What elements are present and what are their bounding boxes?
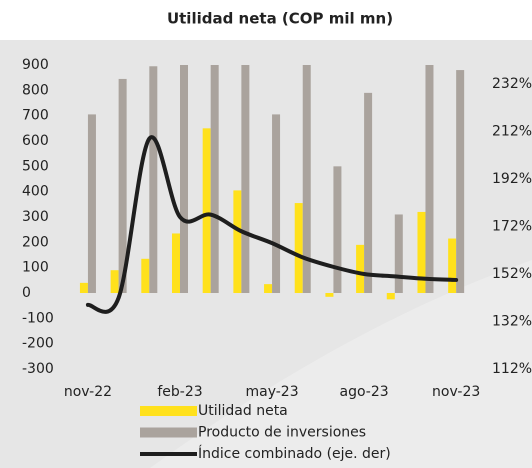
y-tick-label: 700 (22, 108, 49, 124)
bar (118, 78, 127, 293)
chart-title: Utilidad neta (COP mil mn) (167, 10, 393, 28)
y2-tick-label: 172% (492, 219, 532, 235)
bar (448, 238, 457, 293)
y-tick-label: 0 (22, 285, 31, 301)
y-tick-label: 500 (22, 158, 49, 174)
y2-tick-label: 212% (492, 124, 532, 140)
bar (87, 114, 96, 294)
bar (425, 65, 434, 293)
y2-tick-label: 152% (492, 266, 532, 282)
bar (141, 258, 150, 293)
bar (179, 65, 188, 293)
y-tick-label: 300 (22, 209, 49, 225)
bar (149, 66, 158, 294)
bar (79, 282, 88, 293)
bar (294, 203, 303, 293)
legend-label: Producto de inversiones (198, 425, 366, 441)
legend-label: Índice combinado (eje. der) (198, 445, 391, 462)
x-tick-label: feb-23 (157, 384, 202, 400)
y-tick-label: -300 (22, 361, 54, 377)
x-tick-label: ago-23 (340, 384, 389, 400)
y2-tick-label: 192% (492, 171, 532, 187)
bar (264, 284, 273, 293)
legend-swatch (140, 406, 197, 416)
bar (333, 166, 342, 293)
y-tick-label: -200 (22, 336, 54, 352)
legend-label: Utilidad neta (198, 403, 288, 419)
y2-tick-label: 132% (492, 314, 532, 330)
bar (110, 270, 119, 293)
x-tick-label: nov-23 (432, 384, 480, 400)
title-band (0, 0, 532, 40)
bar (272, 114, 281, 294)
bar (233, 190, 242, 293)
bar (394, 214, 403, 293)
legend-swatch (140, 427, 197, 438)
y-tick-label: 900 (22, 57, 49, 73)
y-tick-label: 800 (22, 82, 49, 98)
bar (325, 293, 334, 297)
y-tick-label: 200 (22, 234, 49, 250)
bar (364, 92, 373, 293)
bar (171, 233, 180, 293)
y-tick-label: -100 (22, 310, 54, 326)
bar (386, 293, 395, 300)
bar (456, 70, 465, 293)
y-tick-label: 400 (22, 184, 49, 200)
bar (241, 65, 250, 293)
x-tick-label: nov-22 (64, 384, 112, 400)
y-tick-label: 600 (22, 133, 49, 149)
y-tick-label: 100 (22, 260, 49, 276)
x-tick-label: may-23 (245, 384, 298, 400)
line (85, 135, 459, 314)
bar (210, 65, 219, 293)
y2-tick-label: 112% (492, 361, 532, 377)
bar (356, 244, 365, 293)
bar (417, 211, 426, 293)
y2-tick-label: 232% (492, 76, 532, 92)
bar (302, 65, 311, 293)
bar (202, 128, 211, 293)
background-swoosh (150, 260, 532, 468)
